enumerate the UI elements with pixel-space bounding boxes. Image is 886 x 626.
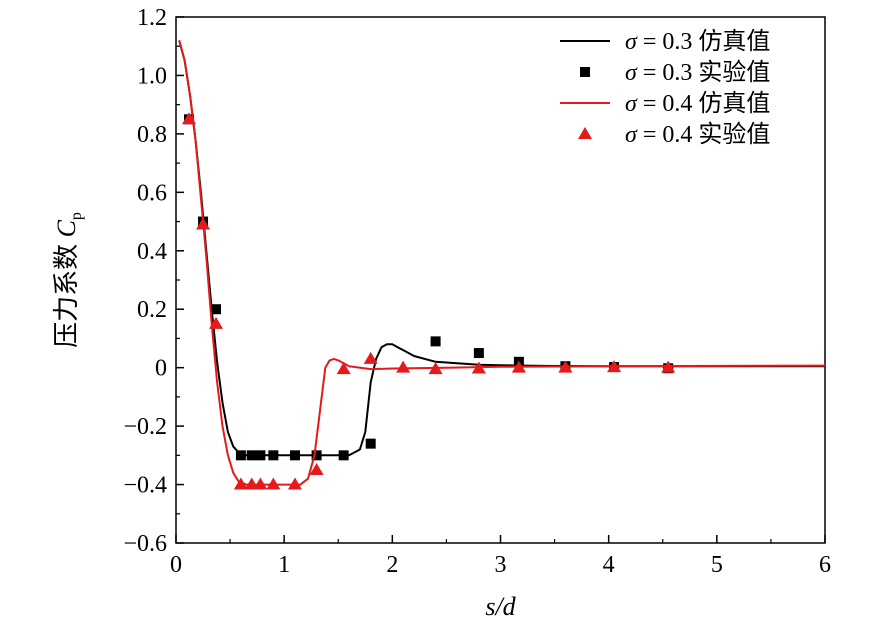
series-2 xyxy=(178,40,826,486)
x-tick-label: 3 xyxy=(495,552,507,578)
y-label-text: 压力系数 xyxy=(52,237,81,348)
y-tick-label: 0.4 xyxy=(137,239,167,265)
legend-label: σ = 0.4 实验值 xyxy=(625,121,770,148)
y-label-subscript: p xyxy=(68,212,85,220)
data-point-triangle xyxy=(287,477,302,490)
data-point-triangle xyxy=(511,360,526,373)
y-tick-label: 1.0 xyxy=(137,63,167,89)
data-point-triangle xyxy=(471,361,486,374)
series-0 xyxy=(178,40,825,457)
data-point-square xyxy=(235,450,246,461)
plot-area: 0 1 2 3 4 5 6 −0.6 −0.4 −0.2 0 0.2 0.4 0.6 0.8 1.0 1.2 xyxy=(123,5,831,578)
data-point-triangle xyxy=(309,462,324,475)
data-point-square xyxy=(338,450,349,461)
data-point-square xyxy=(430,336,441,347)
data-point-triangle xyxy=(607,360,622,373)
data-point-triangle xyxy=(396,360,411,373)
y-axis-label-text: 压力系数 Cp xyxy=(52,212,85,348)
data-point-square xyxy=(473,348,484,359)
x-tick-label: 2 xyxy=(386,552,398,578)
y-tick-label: 0.2 xyxy=(137,297,167,323)
data-point-square xyxy=(255,450,266,461)
y-tick-label: −0.6 xyxy=(123,531,167,557)
data-point-triangle xyxy=(233,477,248,490)
data-point-triangle xyxy=(336,362,351,375)
y-tick-label: 0.8 xyxy=(137,122,167,148)
data-point-triangle xyxy=(661,360,676,373)
legend-label: σ = 0.3 仿真值 xyxy=(625,28,770,55)
x-tick-label: 4 xyxy=(603,552,615,578)
y-tick-label: 0.6 xyxy=(137,180,167,206)
series-layer xyxy=(178,40,826,490)
data-point-triangle xyxy=(363,351,378,364)
y-tick-label: 1.2 xyxy=(137,5,167,31)
series-3 xyxy=(181,112,676,490)
data-point-triangle xyxy=(266,477,281,490)
y-label-symbol: C xyxy=(52,219,81,237)
legend-entry: σ = 0.4 实验值 xyxy=(578,121,770,148)
legend-entry: σ = 0.3 实验值 xyxy=(580,59,770,86)
data-point-square xyxy=(268,450,279,461)
data-point-triangle xyxy=(428,362,443,375)
y-tick-label: −0.2 xyxy=(123,414,167,440)
data-point-triangle xyxy=(209,316,224,329)
data-point-square xyxy=(211,304,222,315)
legend-triangle-swatch xyxy=(578,127,592,139)
ticks-layer: 0 1 2 3 4 5 6 −0.6 −0.4 −0.2 0 0.2 0.4 0.6 0.8 1.0 1.2 xyxy=(123,5,831,578)
data-point-triangle xyxy=(181,112,196,125)
series-1 xyxy=(183,114,674,461)
x-tick-label: 6 xyxy=(819,552,831,578)
x-tick-label: 5 xyxy=(711,552,723,578)
series-line xyxy=(178,40,826,486)
data-point-triangle xyxy=(253,477,268,490)
legend-label: σ = 0.4 仿真值 xyxy=(625,90,770,117)
x-tick-label: 0 xyxy=(170,552,182,578)
y-axis-label: 压力系数 Cp xyxy=(52,212,85,348)
legend-square-swatch xyxy=(580,67,590,77)
y-tick-label: −0.4 xyxy=(123,473,167,499)
legend: σ = 0.3 仿真值 σ = 0.3 实验值 σ = 0.4 仿真值 σ = 0.4… xyxy=(560,28,770,148)
series-line xyxy=(178,40,825,457)
x-tick-label: 1 xyxy=(278,552,290,578)
data-point-square xyxy=(311,450,322,461)
data-point-square xyxy=(246,450,257,461)
data-point-triangle xyxy=(196,217,211,230)
data-point-square xyxy=(289,450,300,461)
data-point-square xyxy=(365,438,376,449)
legend-entry: σ = 0.4 仿真值 xyxy=(560,90,770,117)
data-point-triangle xyxy=(558,360,573,373)
legend-entry: σ = 0.3 仿真值 xyxy=(560,28,770,55)
y-tick-label: 0 xyxy=(155,356,167,382)
x-axis-label: s/d xyxy=(485,592,516,621)
legend-label: σ = 0.3 实验值 xyxy=(625,59,770,86)
